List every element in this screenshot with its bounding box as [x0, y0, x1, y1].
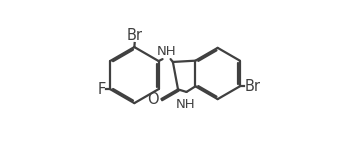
Text: NH: NH: [157, 44, 176, 58]
Text: NH: NH: [176, 97, 195, 111]
Text: O: O: [147, 92, 159, 107]
Text: F: F: [98, 82, 106, 97]
Text: Br: Br: [244, 79, 260, 94]
Text: Br: Br: [127, 28, 143, 43]
